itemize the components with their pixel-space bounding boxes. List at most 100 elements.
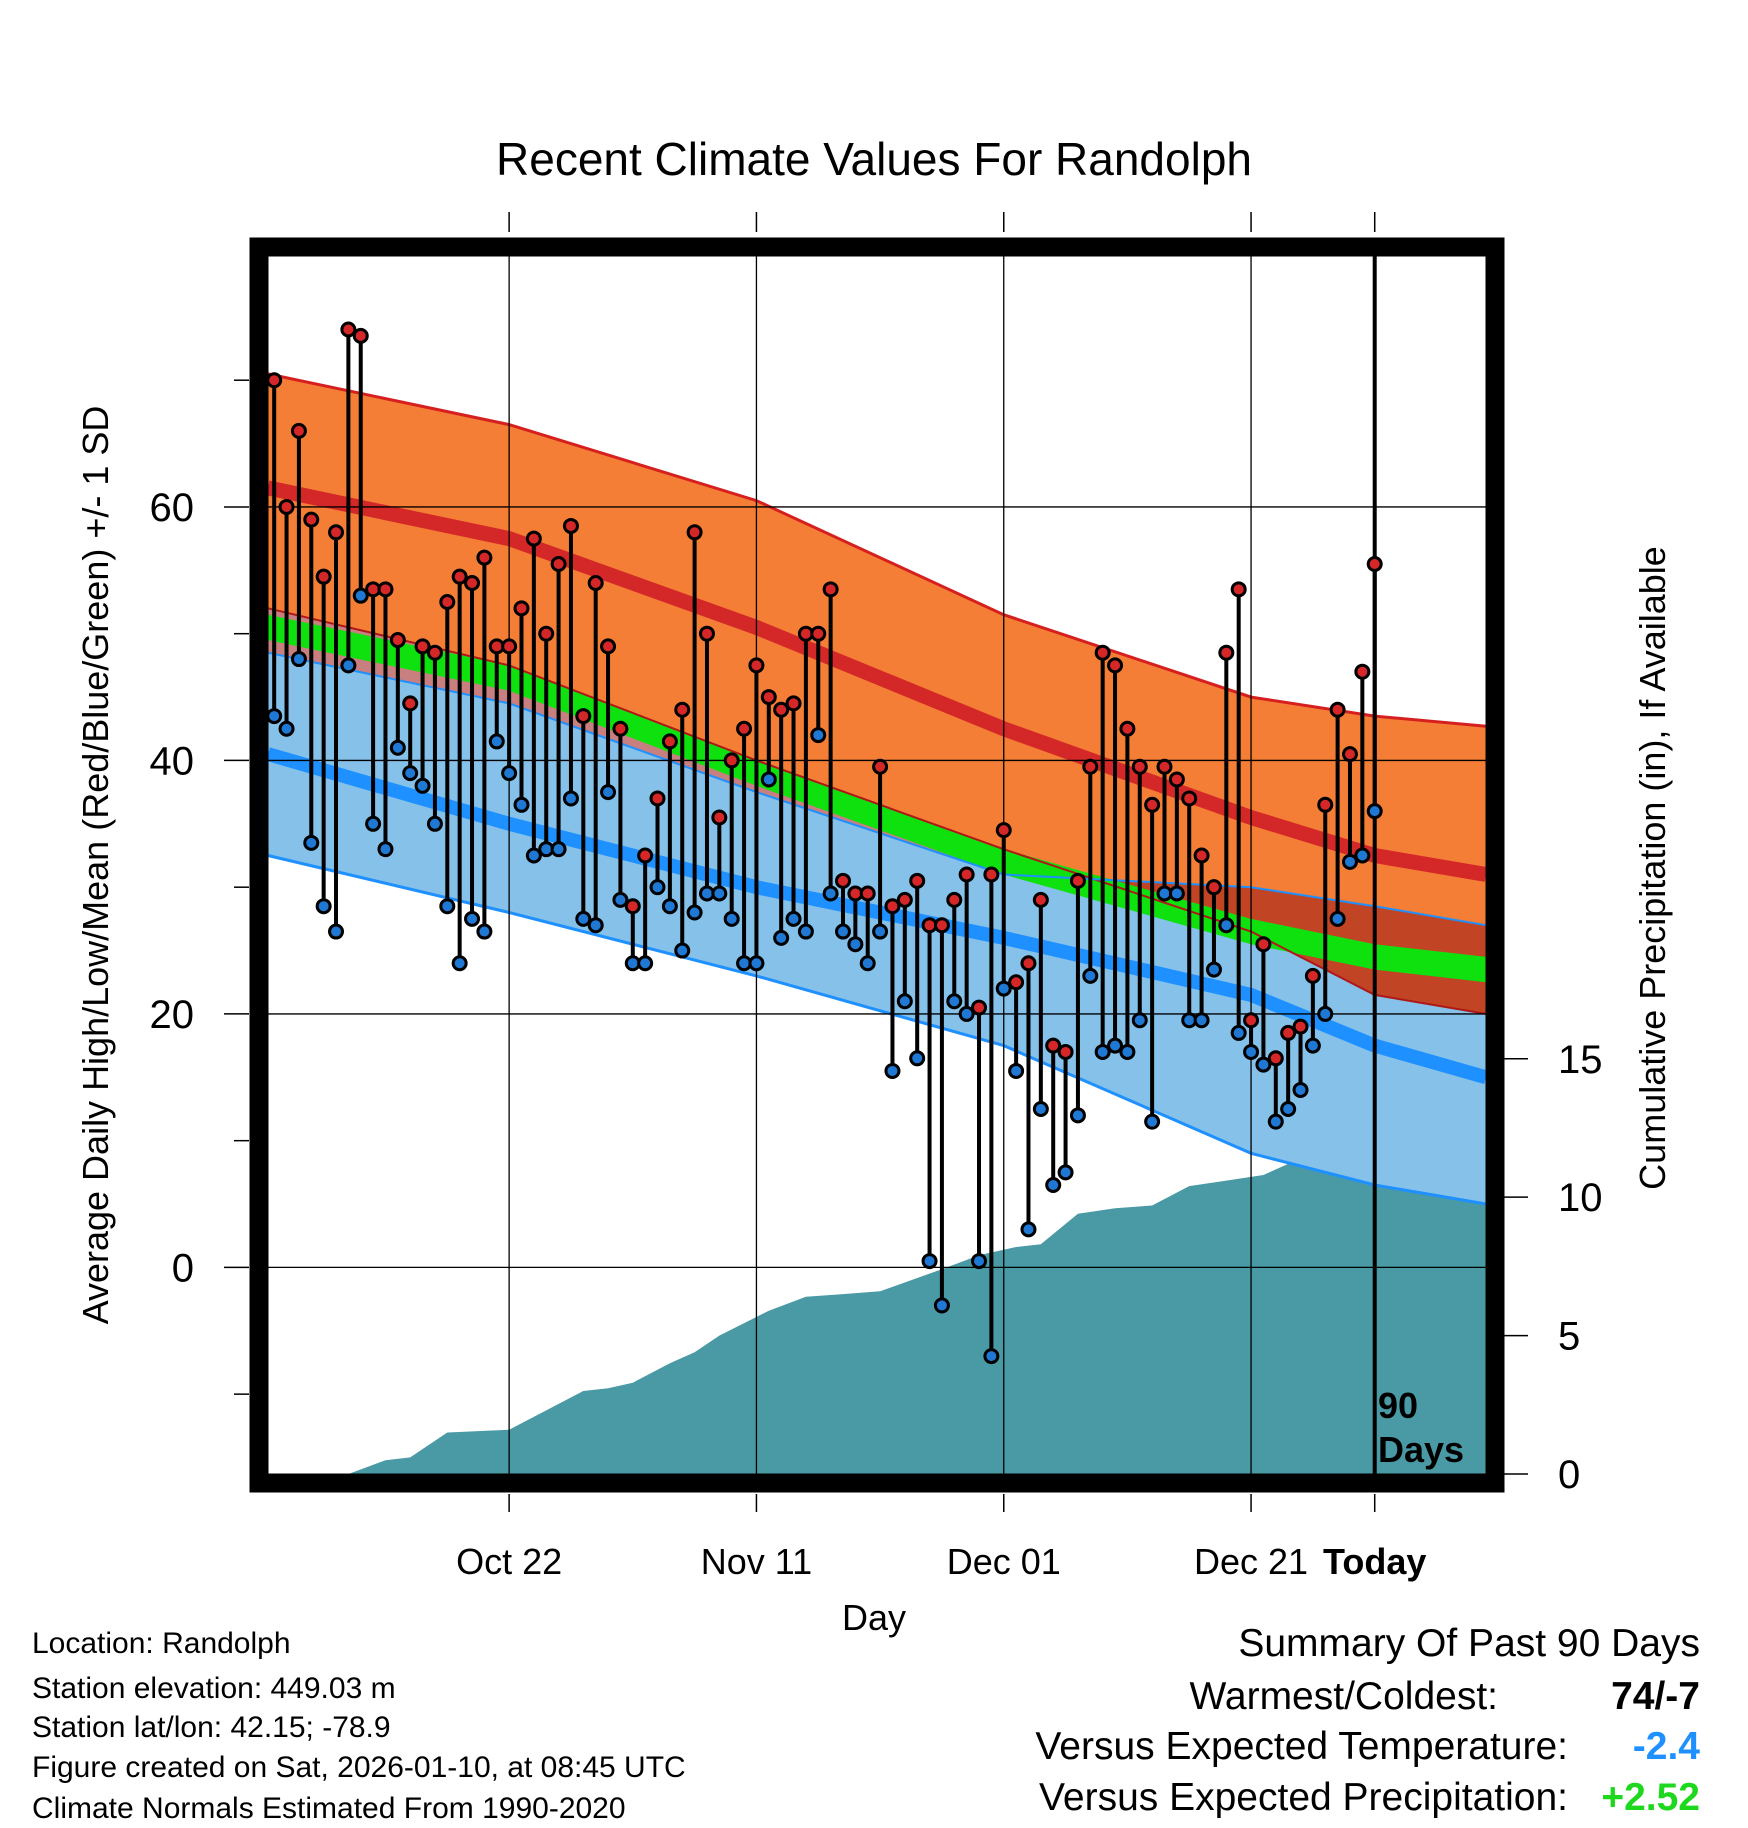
low-point: [464, 910, 481, 927]
low-point: [340, 657, 357, 674]
low-point: [773, 929, 790, 946]
high-point: [834, 872, 851, 889]
high-point: [278, 498, 295, 515]
high-point: [760, 689, 777, 706]
low-point: [1292, 1081, 1309, 1098]
high-point: [711, 809, 728, 826]
high-point: [686, 524, 703, 541]
high-point: [1341, 746, 1358, 763]
summary-title: Summary Of Past 90 Days: [1238, 1622, 1700, 1665]
high-point: [1280, 1024, 1297, 1041]
high-point: [1366, 555, 1383, 572]
high-point: [1082, 758, 1099, 775]
x-tick-label: Today: [1323, 1541, 1426, 1582]
low-point: [328, 923, 345, 940]
high-point: [1045, 1037, 1062, 1054]
high-point: [1069, 872, 1086, 889]
high-point: [600, 638, 617, 655]
low-point: [587, 917, 604, 934]
low-point: [1020, 1221, 1037, 1238]
high-point: [649, 790, 666, 807]
high-point: [624, 898, 641, 915]
low-point: [933, 1297, 950, 1314]
x-axis-label: Day: [842, 1597, 906, 1638]
low-point: [723, 910, 740, 927]
low-point: [600, 784, 617, 801]
summary-warmest-label: Warmest/Coldest:: [1189, 1675, 1498, 1718]
low-point: [1032, 1100, 1049, 1117]
high-point: [859, 885, 876, 902]
low-point: [661, 898, 678, 915]
plot-frame: [249, 237, 1505, 1493]
high-point: [723, 752, 740, 769]
low-point: [451, 955, 468, 972]
low-point: [946, 993, 963, 1010]
low-point: [810, 727, 827, 744]
high-point: [1057, 1043, 1074, 1060]
low-point: [797, 923, 814, 940]
low-point: [266, 708, 283, 725]
low-point: [303, 834, 320, 851]
high-point: [1317, 796, 1334, 813]
low-point: [748, 955, 765, 972]
high-point: [1292, 1018, 1309, 1035]
high-point: [426, 644, 443, 661]
y2-tick-label: 5: [1558, 1315, 1580, 1359]
y-axis-label: Average Daily High/Low/Mean (Red/Blue/Gr…: [75, 406, 116, 1325]
high-point: [1205, 879, 1222, 896]
low-point: [612, 891, 629, 908]
high-point: [810, 625, 827, 642]
high-point: [439, 594, 456, 611]
summary-precip-label: Versus Expected Precipitation:: [1039, 1776, 1568, 1819]
low-point: [488, 733, 505, 750]
high-point: [773, 701, 790, 718]
low-point: [1354, 847, 1371, 864]
low-point: [896, 993, 913, 1010]
summary-precip-value: +2.52: [1601, 1776, 1700, 1819]
summary-temp-label: Versus Expected Temperature:: [1035, 1725, 1568, 1768]
low-point: [983, 1348, 1000, 1365]
low-point: [1082, 967, 1099, 984]
low-point: [550, 841, 567, 858]
high-point: [303, 511, 320, 528]
high-point: [1243, 1012, 1260, 1029]
high-point: [340, 321, 357, 338]
x-tick-label: Oct 22: [456, 1541, 562, 1582]
high-point: [1131, 758, 1148, 775]
low-point: [1094, 1043, 1111, 1060]
today-days-word: Days: [1378, 1429, 1464, 1470]
high-point: [946, 891, 963, 908]
x-tick-label: Nov 11: [701, 1541, 812, 1582]
low-point: [1230, 1024, 1247, 1041]
low-point: [1218, 917, 1235, 934]
high-point: [1156, 758, 1173, 775]
low-point: [426, 815, 443, 832]
low-point: [1107, 1037, 1124, 1054]
high-point: [612, 720, 629, 737]
high-point: [525, 530, 542, 547]
high-point: [476, 549, 493, 566]
low-point: [365, 815, 382, 832]
low-point: [674, 942, 691, 959]
high-point: [587, 574, 604, 591]
high-point: [538, 625, 555, 642]
low-point: [1193, 1012, 1210, 1029]
high-point: [995, 822, 1012, 839]
low-point: [1329, 910, 1346, 927]
high-point: [1008, 974, 1025, 991]
high-point: [315, 568, 332, 585]
high-point: [933, 917, 950, 934]
low-point: [971, 1253, 988, 1270]
high-point: [1032, 891, 1049, 908]
high-point: [661, 733, 678, 750]
high-point: [464, 574, 481, 591]
low-point: [402, 765, 419, 782]
high-point: [290, 422, 307, 439]
low-point: [785, 910, 802, 927]
low-point: [822, 885, 839, 902]
high-point: [1119, 720, 1136, 737]
low-point: [958, 1005, 975, 1022]
high-point: [822, 581, 839, 598]
today-days-count: 90: [1378, 1385, 1418, 1426]
low-point: [1341, 853, 1358, 870]
